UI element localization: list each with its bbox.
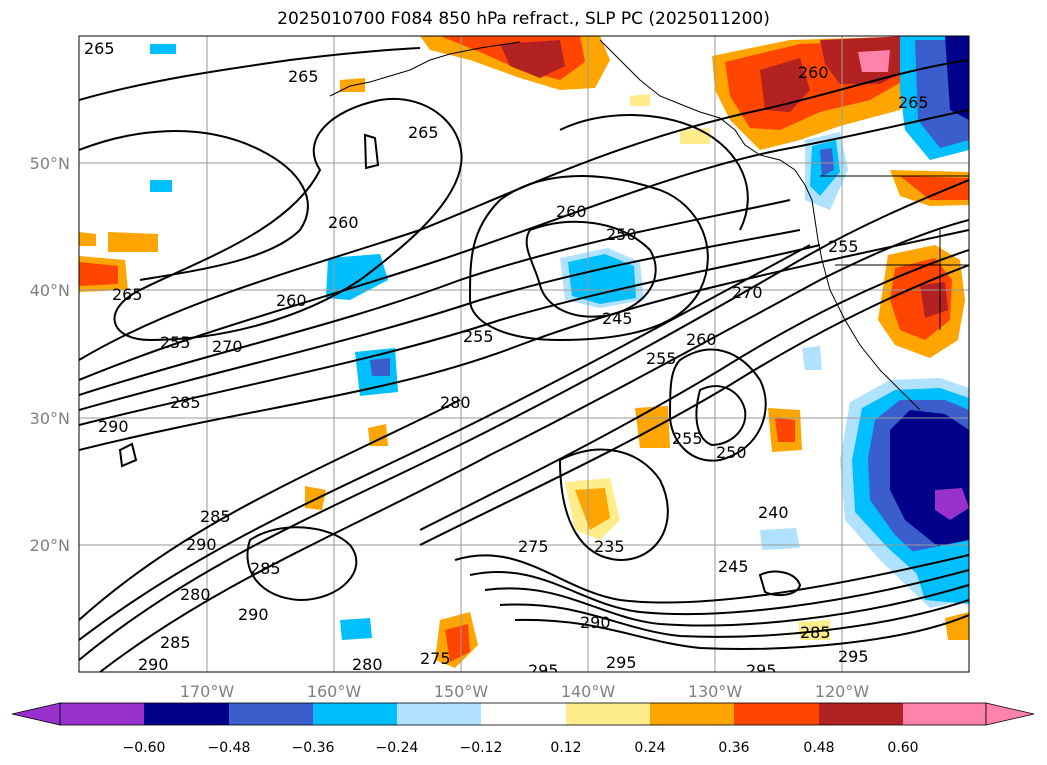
colorbar-extend-right (985, 702, 1035, 726)
colorbar-swatch (819, 703, 903, 725)
colorbar-swatch (903, 703, 986, 725)
contour-label: 250 (606, 225, 637, 244)
colorbar-swatch (229, 703, 313, 725)
map-frame (78, 35, 970, 673)
contour-label: 285 (200, 507, 231, 526)
contour-label: 245 (602, 309, 633, 328)
contour-label: 290 (238, 605, 269, 624)
lat-tick: 40°N (30, 281, 70, 300)
contour-label: 255 (463, 327, 494, 346)
contour-label: 255 (646, 349, 677, 368)
colorbar-swatch (734, 703, 819, 725)
lon-tick: 160°W (307, 682, 362, 701)
contour-label: 295 (746, 661, 777, 680)
lon-tick: 170°W (180, 682, 235, 701)
contour-labels: 265 265 265 260 265 260 265 255 270 285 … (84, 39, 929, 680)
contour-label: 260 (556, 202, 587, 221)
latitude-tick-labels: 50°N 40°N 30°N 20°N (30, 154, 70, 555)
colorbar-tick: 0.12 (550, 740, 581, 756)
colorbar-swatch (60, 703, 144, 725)
contour-label: 280 (352, 655, 383, 674)
contour-label: 270 (212, 337, 243, 356)
contour-label: 275 (420, 649, 451, 668)
colorbar-extend-left (11, 702, 61, 726)
colorbar-tick: −0.60 (123, 740, 166, 756)
contour-label: 285 (800, 623, 831, 642)
contour-label: 255 (160, 333, 191, 352)
chart-title: 2025010700 F084 850 hPa refract., SLP PC… (277, 9, 770, 29)
contour-label: 235 (594, 537, 625, 556)
coastlines (329, 39, 969, 411)
lon-tick: 140°W (561, 682, 616, 701)
contour-label: 290 (98, 417, 129, 436)
contour-label: 265 (84, 39, 115, 58)
contour-label: 260 (276, 291, 307, 310)
slp-contours (79, 47, 969, 672)
contour-label: 280 (440, 393, 471, 412)
longitude-tick-labels: 170°W 160°W 150°W 140°W 130°W 120°W (180, 682, 870, 701)
contour-label: 265 (408, 123, 439, 142)
colorbar-tick: 0.24 (634, 740, 665, 756)
contour-label: 250 (716, 443, 747, 462)
lat-tick: 20°N (30, 536, 70, 555)
colorbar-swatch (144, 703, 229, 725)
contour-label: 260 (798, 63, 829, 82)
lon-tick: 150°W (434, 682, 489, 701)
lon-tick: 120°W (815, 682, 870, 701)
contour-label: 265 (898, 93, 929, 112)
contour-label: 275 (518, 537, 549, 556)
colorbar-swatch (566, 703, 650, 725)
lon-tick: 130°W (688, 682, 743, 701)
colorbar-tick: 0.60 (887, 740, 918, 756)
lat-tick: 30°N (30, 409, 70, 428)
contour-label: 255 (828, 237, 859, 256)
contour-label: 295 (838, 647, 869, 666)
contour-label: 290 (138, 655, 169, 674)
contour-label: 255 (672, 429, 703, 448)
contour-label: 285 (170, 393, 201, 412)
colorbar-tick: −0.12 (460, 740, 503, 756)
colorbar-tick: 0.36 (718, 740, 749, 756)
lat-tick: 50°N (30, 154, 70, 173)
contour-label: 280 (180, 585, 211, 604)
colorbar-tick: −0.36 (292, 740, 335, 756)
contour-label: 285 (160, 633, 191, 652)
contour-label: 240 (758, 503, 789, 522)
contour-label: 290 (580, 613, 611, 632)
contour-label: 245 (718, 557, 749, 576)
colorbar-swatch (481, 703, 566, 725)
contour-label: 290 (186, 535, 217, 554)
colorbar-tick: −0.48 (208, 740, 251, 756)
colorbar-tick: −0.24 (376, 740, 419, 756)
contour-label: 265 (288, 67, 319, 86)
contour-label: 295 (528, 661, 559, 680)
contour-label: 265 (112, 285, 143, 304)
colorbar-tick: 0.48 (803, 740, 834, 756)
contour-label: 260 (686, 330, 717, 349)
contour-label: 270 (732, 283, 763, 302)
colorbar-swatch (397, 703, 481, 725)
colorbar: −0.60 −0.48 −0.36 −0.24 −0.12 0.12 0.24 … (11, 702, 1035, 756)
contour-label: 295 (606, 653, 637, 672)
colorbar-swatch (313, 703, 397, 725)
contour-label: 285 (250, 559, 281, 578)
contour-label: 260 (328, 213, 359, 232)
colorbar-swatch (650, 703, 734, 725)
